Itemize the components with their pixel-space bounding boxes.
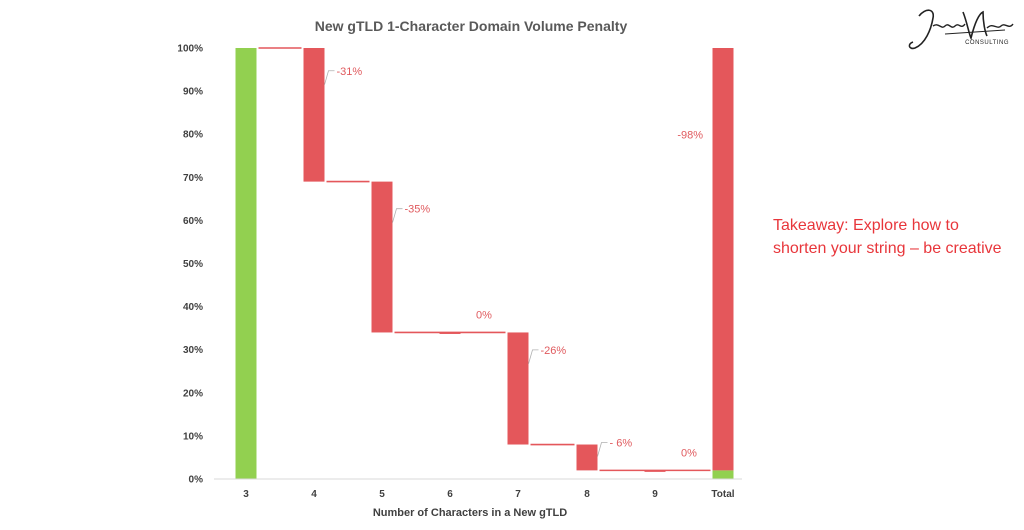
y-tick-label: 40% bbox=[183, 302, 203, 313]
waterfall-bar bbox=[644, 470, 666, 472]
x-tick-label: 5 bbox=[379, 489, 385, 500]
y-tick-label: 50% bbox=[183, 259, 203, 270]
data-label: -31% bbox=[337, 66, 363, 78]
total-bar-remaining bbox=[712, 470, 734, 479]
waterfall-bar-start bbox=[235, 48, 257, 479]
y-tick-label: 80% bbox=[183, 130, 203, 141]
john-matson-logo: CONSULTING bbox=[908, 9, 1014, 50]
data-label: - 6% bbox=[610, 438, 633, 450]
waterfall-bar bbox=[303, 48, 325, 182]
total-bar-lost bbox=[712, 48, 734, 471]
y-tick-label: 10% bbox=[183, 431, 203, 442]
x-tick-label: 8 bbox=[584, 489, 590, 500]
y-tick-label: 90% bbox=[183, 87, 203, 98]
chart-title: New gTLD 1-Character Domain Volume Penal… bbox=[315, 18, 628, 34]
x-tick-label: 7 bbox=[515, 489, 521, 500]
waterfall-bar bbox=[371, 181, 393, 333]
y-tick-label: 30% bbox=[183, 345, 203, 356]
y-axis-ticks: 0% 10% 20% 30% 40% 50% 60% 70% 80% 90% 100% bbox=[177, 44, 203, 486]
label-leader-line bbox=[324, 70, 335, 85]
data-label: -35% bbox=[405, 204, 431, 216]
svg-text:CONSULTING: CONSULTING bbox=[965, 40, 1009, 46]
data-label: -26% bbox=[541, 345, 567, 357]
x-tick-label: 4 bbox=[311, 489, 317, 500]
x-tick-label: Total bbox=[711, 489, 734, 500]
x-tick-label: 6 bbox=[447, 489, 453, 500]
waterfall-bar bbox=[507, 332, 529, 445]
bars: -31% -35% 0% -26% - 6% 0% -98% bbox=[235, 47, 734, 479]
y-tick-label: 70% bbox=[183, 173, 203, 184]
label-leader-line bbox=[528, 349, 539, 364]
y-tick-label: 20% bbox=[183, 388, 203, 399]
data-label: -98% bbox=[677, 130, 703, 142]
x-tick-label: 3 bbox=[243, 489, 249, 500]
takeaway-note: Takeaway: Explore how to shorten your st… bbox=[773, 217, 1002, 257]
x-axis-ticks: 3 4 5 6 7 8 9 Total bbox=[214, 478, 742, 500]
x-axis-label: Number of Characters in a New gTLD bbox=[373, 507, 567, 519]
label-leader-line bbox=[392, 208, 403, 223]
waterfall-bar bbox=[576, 444, 598, 471]
data-label: 0% bbox=[476, 309, 492, 321]
y-tick-label: 0% bbox=[189, 475, 204, 486]
data-label: 0% bbox=[681, 447, 697, 459]
waterfall-bar bbox=[439, 332, 461, 334]
y-tick-label: 100% bbox=[177, 44, 203, 55]
y-tick-label: 60% bbox=[183, 216, 203, 227]
x-tick-label: 9 bbox=[652, 489, 658, 500]
label-leader-line bbox=[597, 442, 608, 457]
